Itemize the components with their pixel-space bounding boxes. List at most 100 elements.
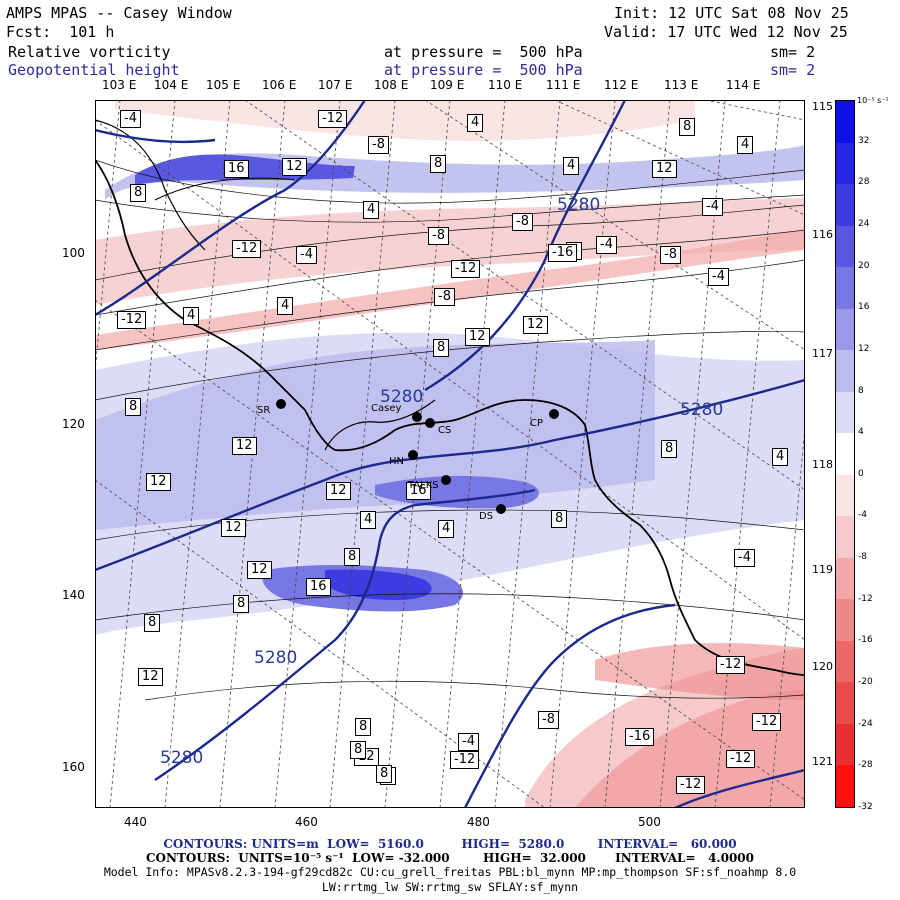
valid-time: Valid: 17 UTC Wed 12 Nov 25 xyxy=(604,23,848,41)
vorticity-label: -4 xyxy=(458,733,479,751)
vorticity-label: -4 xyxy=(708,268,729,286)
longitude-label: 106 E xyxy=(262,78,297,92)
vorticity-label: 16 xyxy=(306,578,331,596)
vorticity-label: -12 xyxy=(716,656,746,674)
field2-smoothing: sm= 2 xyxy=(770,61,816,79)
vorticity-label: -12 xyxy=(451,260,481,278)
vorticity-label: 8 xyxy=(430,155,447,173)
colorbar-segment xyxy=(836,516,854,558)
vorticity-label: -4 xyxy=(596,236,617,254)
colorbar-label: -8 xyxy=(858,552,867,563)
vorticity-label: 8 xyxy=(679,118,696,136)
height-label: 5280 xyxy=(557,195,601,215)
station-label: DS xyxy=(479,511,494,522)
colorbar-segment xyxy=(836,474,854,517)
colorbar-label: 20 xyxy=(858,260,870,271)
station-label: CS xyxy=(438,425,452,436)
vorticity-label: -12 xyxy=(450,751,480,769)
vorticity-label: -16 xyxy=(625,728,655,746)
field2-name: Geopotential height xyxy=(8,61,180,79)
x-tick-label: 440 xyxy=(124,815,147,829)
colorbar-segment xyxy=(836,682,854,724)
height-label: 5280 xyxy=(680,400,724,420)
longitude-label: 103 E xyxy=(102,78,137,92)
vorticity-label: 12 xyxy=(146,473,171,491)
longitude-label: 112 E xyxy=(604,78,639,92)
vorticity-label: 4 xyxy=(772,448,789,466)
vorticity-label: 8 xyxy=(125,398,142,416)
vorticity-label: 12 xyxy=(465,328,490,346)
vorticity-label: 12 xyxy=(326,482,351,500)
map-title: AMPS MPAS -- Casey Window xyxy=(6,4,232,22)
vorticity-label: 12 xyxy=(282,158,307,176)
init-time: Init: 12 UTC Sat 08 Nov 25 xyxy=(614,4,849,22)
station-label: Casey xyxy=(371,403,402,414)
x-tick-label: 480 xyxy=(467,815,490,829)
colorbar-label: -24 xyxy=(858,718,873,729)
station-dot xyxy=(408,450,418,460)
station-dot xyxy=(412,412,422,422)
colorbar-label: -28 xyxy=(858,760,873,771)
colorbar-label: 0 xyxy=(858,468,864,479)
vorticity-label: -8 xyxy=(660,246,681,264)
vorticity-label: 8 xyxy=(233,595,250,613)
vorticity-label: 4 xyxy=(467,114,484,132)
x-tick-label: 460 xyxy=(295,815,318,829)
vorticity-label: -12 xyxy=(117,311,147,329)
colorbar-label: -32 xyxy=(858,802,873,812)
vorticity-label: 8 xyxy=(551,510,568,528)
vorticity-label: 12 xyxy=(221,519,246,537)
colorbar-segment xyxy=(836,599,854,641)
x-tick-label: 500 xyxy=(638,815,661,829)
colorbar-label: -16 xyxy=(858,635,873,646)
vorticity-label: 4 xyxy=(363,201,380,219)
field1-level: at pressure = 500 hPa xyxy=(384,43,583,61)
vorticity-label: -8 xyxy=(368,136,389,154)
height-label: 5280 xyxy=(160,748,204,768)
station-label: HN xyxy=(389,456,404,467)
vorticity-label: 8 xyxy=(130,184,147,202)
colorbar-segment xyxy=(836,433,854,475)
vorticity-label: -12 xyxy=(232,240,262,258)
colorbar-label: 4 xyxy=(858,427,864,438)
colorbar-segment xyxy=(836,267,854,309)
vorticity-contour-info: CONTOURS: UNITS=10⁻⁵ s⁻¹ LOW= -32.000 HI… xyxy=(146,851,754,865)
y-tick-label: 100 xyxy=(62,246,85,260)
vorticity-label: 4 xyxy=(360,511,377,529)
vorticity-label: 12 xyxy=(247,561,272,579)
colorbar-label: -20 xyxy=(858,677,873,688)
vorticity-label: -16 xyxy=(548,244,578,262)
colorbar-label: 32 xyxy=(858,135,870,146)
longitude-label: 114 E xyxy=(726,78,761,92)
y-tick-label: 140 xyxy=(62,588,85,602)
vorticity-label: -4 xyxy=(734,549,755,567)
station-dot xyxy=(549,409,559,419)
colorbar-segment xyxy=(836,101,854,143)
vorticity-label: -4 xyxy=(120,110,141,128)
vorticity-label: 8 xyxy=(433,339,450,357)
vorticity-label: -12 xyxy=(752,713,782,731)
colorbar-segment xyxy=(836,308,854,351)
vorticity-label: 12 xyxy=(232,437,257,455)
vorticity-label: -12 xyxy=(726,750,756,768)
colorbar-segment xyxy=(836,640,854,683)
station-dot xyxy=(496,504,506,514)
vorticity-label: 4 xyxy=(737,136,754,154)
vorticity-label: 12 xyxy=(523,316,548,334)
vorticity-label: 8 xyxy=(376,765,393,783)
colorbar-segment xyxy=(836,391,854,434)
colorbar-segment xyxy=(836,765,854,807)
longitude-label: 105 E xyxy=(206,78,241,92)
field1-smoothing: sm= 2 xyxy=(770,43,816,61)
colorbar-segment xyxy=(836,350,854,392)
colorbar-segment xyxy=(836,723,854,766)
station-label: CP xyxy=(530,418,544,429)
colorbar-segment xyxy=(836,184,854,226)
vorticity-label: 12 xyxy=(138,668,163,686)
longitude-label: 104 E xyxy=(154,78,189,92)
longitude-label: 109 E xyxy=(430,78,465,92)
vorticity-label: 8 xyxy=(344,548,361,566)
colorbar-label: -4 xyxy=(858,510,867,521)
colorbar-label: 16 xyxy=(858,302,870,313)
y-tick-label: 120 xyxy=(62,417,85,431)
